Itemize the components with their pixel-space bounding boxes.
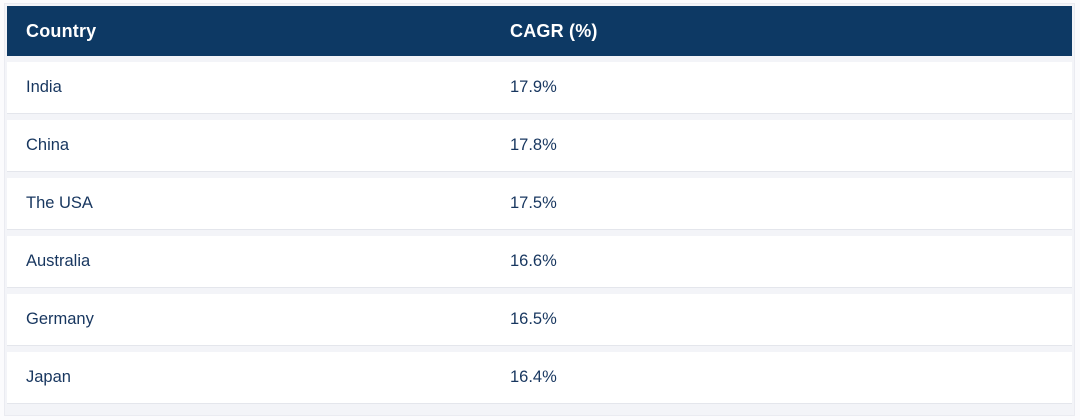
table-row: Germany 16.5% xyxy=(7,294,1072,346)
cell-country: The USA xyxy=(26,194,93,212)
cell-country: Japan xyxy=(26,368,71,386)
table-row: The USA 17.5% xyxy=(7,178,1072,230)
cell-country: Australia xyxy=(26,252,91,270)
cell-cagr: 17.8% xyxy=(510,136,557,154)
cagr-table: Country CAGR (%) India 17.9% China 17.8%… xyxy=(7,6,1072,413)
table-row: China 17.8% xyxy=(7,120,1072,172)
table-row: Japan 16.4% xyxy=(7,352,1072,404)
cell-country: China xyxy=(26,136,70,154)
cell-cagr: 16.4% xyxy=(510,368,557,386)
table-row: Australia 16.6% xyxy=(7,236,1072,288)
table-header-row: Country CAGR (%) xyxy=(7,6,1072,56)
cell-cagr: 17.5% xyxy=(510,194,557,212)
cell-country: Germany xyxy=(26,310,94,328)
table-row: India 17.9% xyxy=(7,62,1072,114)
cell-cagr: 16.6% xyxy=(510,252,557,270)
header-cell-country: Country xyxy=(26,20,97,41)
header-cell-cagr: CAGR (%) xyxy=(510,20,598,41)
cell-cagr: 17.9% xyxy=(510,78,557,96)
cell-country: India xyxy=(26,78,62,96)
cell-cagr: 16.5% xyxy=(510,310,557,328)
table-card: Country CAGR (%) India 17.9% China 17.8%… xyxy=(4,3,1075,416)
